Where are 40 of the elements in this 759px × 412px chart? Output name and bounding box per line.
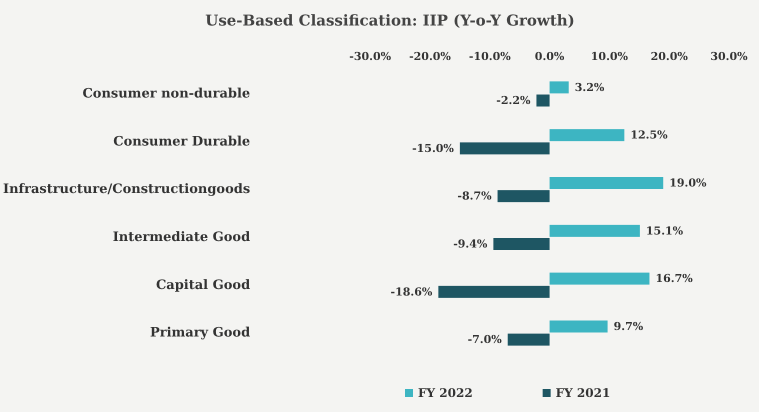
data-label: 16.7% — [655, 272, 694, 286]
y-tick-label: Primary Good — [150, 326, 250, 341]
bar — [550, 224, 640, 237]
bar — [460, 142, 550, 154]
data-label: -18.6% — [390, 285, 433, 298]
bar — [498, 190, 550, 202]
bar — [550, 81, 569, 94]
chart-title: Use-Based Classification: IIP (Y-o-Y Growth) — [205, 12, 575, 30]
x2-tick-label: 20.0% — [650, 50, 688, 63]
bar — [536, 94, 550, 107]
data-label: -15.0% — [412, 142, 454, 155]
y-tick-label: Consumer Durable — [113, 134, 250, 150]
legend-label: FY 2021 — [556, 386, 610, 400]
bar — [550, 176, 664, 189]
data-label: -9.4% — [453, 238, 488, 251]
y-tick-label: Capital Good — [156, 278, 250, 293]
y-tick-label: Intermediate Good — [112, 230, 250, 245]
data-label: 15.1% — [646, 224, 684, 238]
y-tick-label: Consumer non-durable — [82, 86, 250, 102]
data-label: -8.7% — [457, 190, 492, 203]
bar — [550, 129, 624, 142]
data-label: 3.2% — [574, 80, 605, 94]
data-label: 12.5% — [630, 128, 668, 142]
x2-tick-label: -10.0% — [468, 50, 512, 63]
bar — [550, 272, 650, 285]
x2-tick-label: 30.0% — [710, 50, 748, 63]
data-label: 19.0% — [669, 176, 708, 190]
x2-tick-label: -30.0% — [349, 50, 392, 63]
data-label: -7.0% — [468, 333, 502, 346]
bar — [508, 334, 550, 346]
legend-label: FY 2022 — [418, 386, 473, 400]
bar — [493, 238, 550, 250]
bar — [438, 286, 550, 298]
x2-tick-label: 10.0% — [590, 50, 629, 63]
data-label: 9.7% — [614, 320, 644, 333]
bar — [550, 320, 608, 332]
x2-tick-label: 0.0% — [534, 50, 565, 63]
x2-tick-label: -20.0% — [409, 50, 452, 63]
y-tick-label: Infrastructure/Constructiongoods — [2, 182, 250, 198]
data-label: -2.2% — [496, 94, 531, 108]
